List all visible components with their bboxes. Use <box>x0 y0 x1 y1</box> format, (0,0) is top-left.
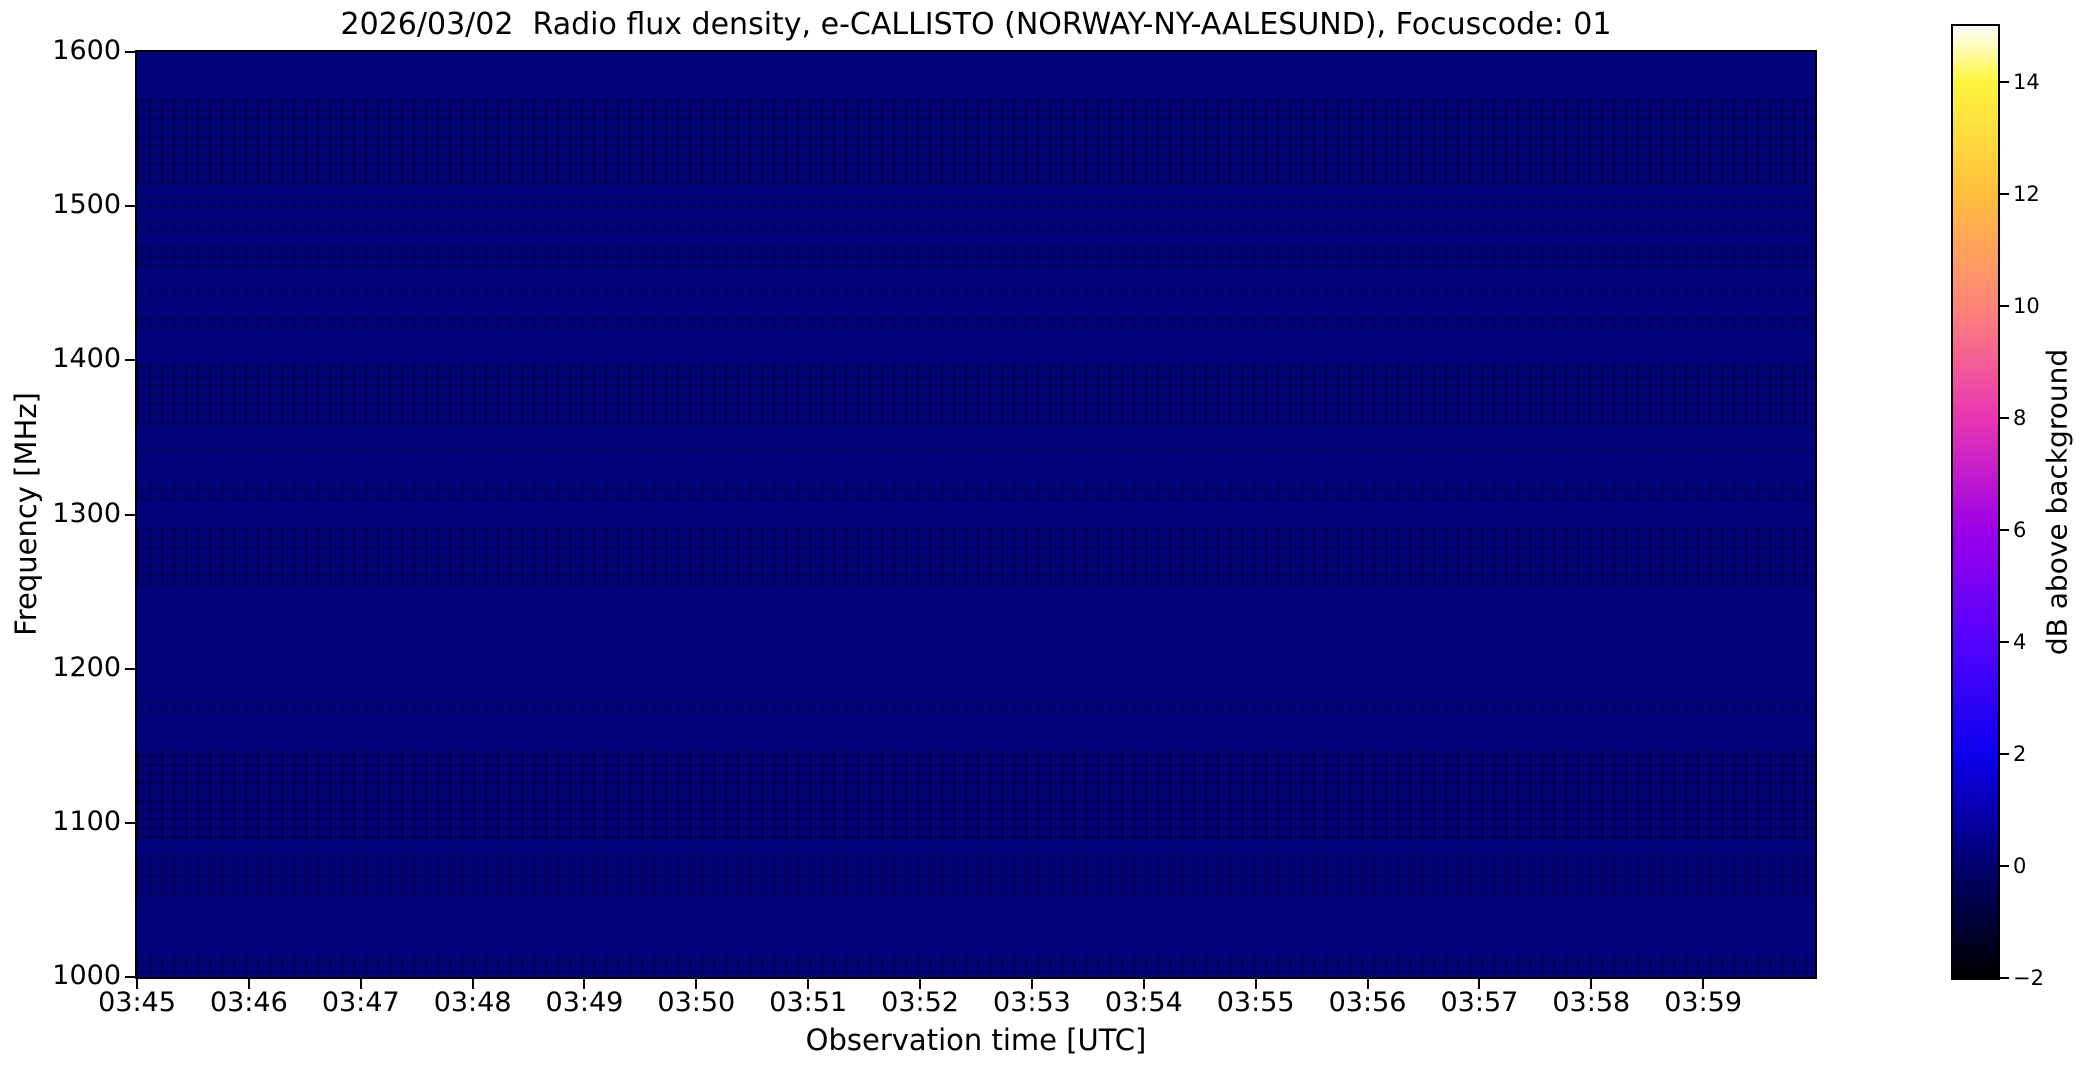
noise-band <box>137 221 1815 234</box>
x-tick-mark <box>471 977 474 989</box>
colorbar-tick-label: 12 <box>2013 182 2040 206</box>
y-tick-mark <box>125 359 137 362</box>
colorbar <box>1951 24 2000 980</box>
noise-band <box>137 955 1815 976</box>
colorbar-tick-mark <box>2000 977 2009 979</box>
x-tick-label: 03:54 <box>1104 987 1183 1018</box>
noise-band <box>137 98 1815 185</box>
x-tick-label: 03:58 <box>1552 987 1631 1018</box>
y-tick-label: 1600 <box>52 35 121 66</box>
noise-band <box>137 195 1815 210</box>
y-tick-label: 1200 <box>52 651 121 683</box>
y-tick-mark <box>125 667 137 670</box>
colorbar-tick-mark <box>2000 193 2009 195</box>
colorbar-tick-mark <box>2000 865 2009 867</box>
y-tick-mark <box>125 821 137 824</box>
colorbar-tick-label: −2 <box>2013 966 2044 990</box>
x-tick-label: 03:49 <box>545 987 624 1018</box>
y-tick-label: 1300 <box>52 497 121 529</box>
colorbar-tick-mark <box>2000 529 2009 531</box>
colorbar-tick-label: 8 <box>2013 406 2027 430</box>
x-tick-label: 03:51 <box>769 987 848 1018</box>
x-axis-label: Observation time [UTC] <box>805 1023 1147 1057</box>
x-tick-mark <box>1366 977 1369 989</box>
colorbar-tick-label: 6 <box>2013 518 2027 542</box>
x-tick-label: 03:57 <box>1440 987 1519 1018</box>
x-tick-mark <box>919 977 922 989</box>
x-tick-mark <box>1590 977 1593 989</box>
colorbar-tick-label: 4 <box>2013 630 2027 654</box>
colorbar-label: dB above background <box>2040 348 2074 656</box>
x-tick-label: 03:47 <box>321 987 400 1018</box>
x-tick-label: 03:55 <box>1216 987 1295 1018</box>
x-tick-mark <box>807 977 810 989</box>
x-tick-mark <box>247 977 250 989</box>
colorbar-tick-mark <box>2000 305 2009 307</box>
colorbar-tick-mark <box>2000 641 2009 643</box>
x-tick-mark <box>136 977 138 989</box>
x-tick-mark <box>1478 977 1481 989</box>
noise-band <box>137 482 1815 503</box>
y-tick-label: 1100 <box>52 805 121 837</box>
x-tick-mark <box>1142 977 1145 989</box>
x-tick-label: 03:50 <box>657 987 736 1018</box>
y-tick-label: 1500 <box>52 189 121 221</box>
x-tick-mark <box>695 977 698 989</box>
x-tick-mark <box>583 977 586 989</box>
x-tick-label: 03:53 <box>993 987 1071 1018</box>
y-tick-mark <box>125 51 137 53</box>
noise-band <box>137 244 1815 270</box>
y-tick-label: 1000 <box>52 960 121 991</box>
noise-band <box>137 284 1815 296</box>
colorbar-tick-label: 0 <box>2013 854 2027 878</box>
noise-band <box>137 750 1815 840</box>
noise-band <box>137 315 1815 330</box>
y-tick-label: 1400 <box>52 343 121 375</box>
plot-area <box>135 50 1817 979</box>
colorbar-gradient <box>1953 26 1998 978</box>
x-tick-label: 03:52 <box>881 987 959 1018</box>
noise-band <box>137 448 1815 455</box>
noise-band <box>137 361 1815 426</box>
x-tick-label: 03:46 <box>209 987 288 1018</box>
noise-band <box>137 856 1815 897</box>
colorbar-tick-mark <box>2000 753 2009 755</box>
colorbar-tick-mark <box>2000 417 2009 419</box>
x-tick-mark <box>1254 977 1257 989</box>
x-tick-mark <box>1030 977 1033 989</box>
spectrogram-image <box>137 52 1815 977</box>
x-tick-label: 03:48 <box>433 987 512 1018</box>
x-tick-label: 03:56 <box>1328 987 1407 1018</box>
y-tick-mark <box>125 976 137 978</box>
chart-title: 2026/03/02 Radio flux density, e-CALLIST… <box>340 7 1612 42</box>
colorbar-tick-mark <box>2000 81 2009 83</box>
x-tick-label: 03:45 <box>98 987 176 1018</box>
x-tick-label: 03:59 <box>1664 987 1743 1018</box>
colorbar-tick-label: 10 <box>2013 294 2040 318</box>
colorbar-tick-label: 14 <box>2013 70 2040 94</box>
x-tick-mark <box>359 977 362 989</box>
y-tick-mark <box>125 205 137 208</box>
x-tick-mark <box>1702 977 1705 989</box>
y-tick-mark <box>125 513 137 516</box>
noise-band <box>137 526 1815 587</box>
colorbar-tick-label: 2 <box>2013 742 2027 766</box>
noise-band <box>137 699 1815 714</box>
